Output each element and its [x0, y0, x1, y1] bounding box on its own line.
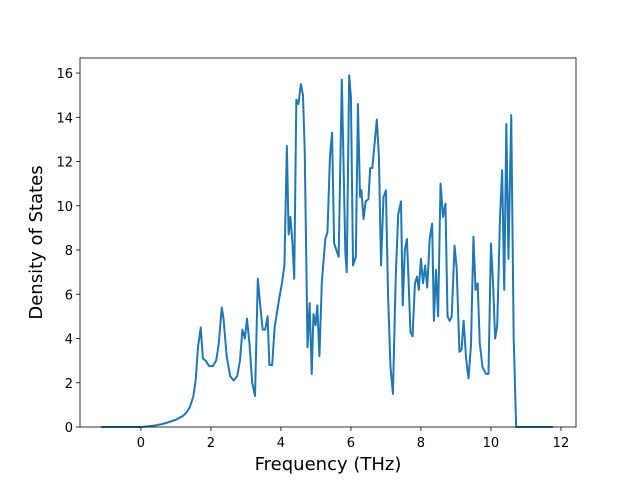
y-tick-label: 10 [56, 200, 73, 215]
x-tick-label: 6 [347, 436, 355, 451]
x-tick-label: 0 [137, 436, 145, 451]
x-tick-label: 12 [553, 436, 570, 451]
y-tick-label: 14 [56, 111, 73, 126]
y-axis-label: Density of States [26, 165, 47, 319]
line [101, 74, 553, 428]
x-axis-label: Frequency (THz) [255, 454, 402, 475]
x-tick-label: 8 [417, 436, 425, 451]
y-tick-label: 4 [65, 333, 73, 348]
y-tick-label: 0 [65, 421, 73, 436]
x-tick-label: 10 [483, 436, 500, 451]
y-tick-label: 12 [56, 156, 73, 171]
x-tick-label: 4 [277, 436, 285, 451]
y-tick-label: 8 [65, 244, 73, 259]
x-tick-label: 2 [207, 436, 215, 451]
y-tick-label: 6 [65, 288, 73, 303]
y-tick-label: 16 [56, 67, 73, 82]
plot-frame [79, 57, 577, 428]
y-tick-label: 2 [65, 377, 73, 392]
